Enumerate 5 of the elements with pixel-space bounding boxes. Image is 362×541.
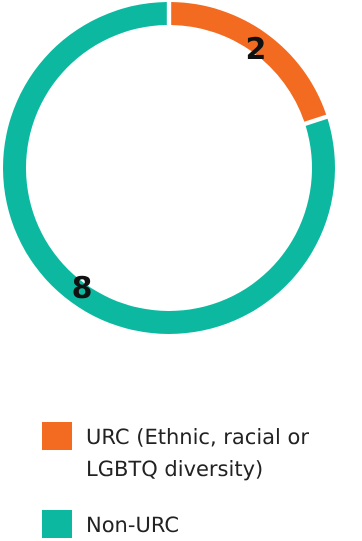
donut-slice xyxy=(171,2,326,122)
donut-slice xyxy=(3,2,335,334)
data-label: 8 xyxy=(72,271,92,306)
legend-label: Non-URC xyxy=(86,513,180,537)
legend-label: URC (Ethnic, racial or LGBTQ diversity) xyxy=(86,425,310,481)
